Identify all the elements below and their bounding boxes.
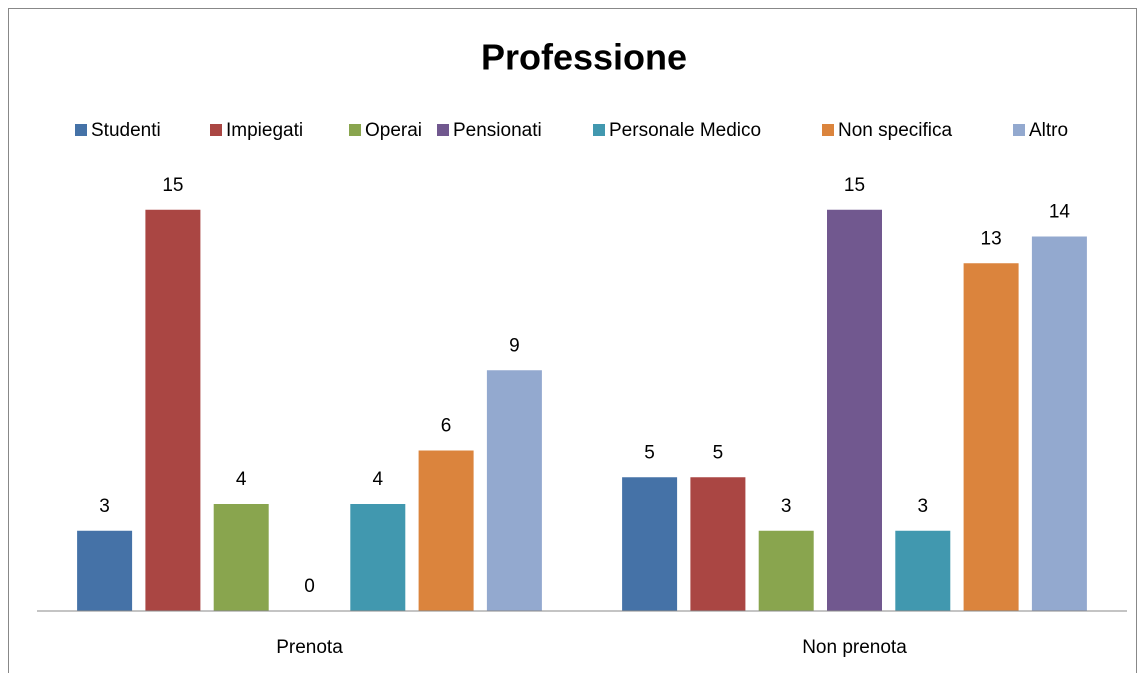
legend-swatch — [75, 124, 87, 136]
bar — [1031, 236, 1087, 611]
bar — [895, 530, 951, 611]
legend-swatch — [593, 124, 605, 136]
data-label: 4 — [236, 469, 247, 490]
legend-label: Non specifica — [838, 120, 952, 141]
data-label: 4 — [373, 469, 384, 490]
legend-label: Personale Medico — [609, 120, 761, 141]
chart-title: Professione — [481, 37, 687, 78]
bar — [213, 504, 269, 611]
legend-swatch — [349, 124, 361, 136]
data-label: 13 — [981, 228, 1002, 249]
bar — [827, 209, 882, 611]
data-label: 15 — [162, 175, 183, 196]
legend-swatch — [1013, 124, 1025, 136]
data-label: 6 — [441, 416, 452, 437]
data-label: 3 — [99, 496, 110, 517]
bar — [77, 530, 133, 611]
bar — [486, 370, 542, 611]
legend-swatch — [437, 124, 449, 136]
legend-label: Studenti — [91, 120, 161, 141]
bar — [622, 477, 678, 611]
bar — [690, 477, 746, 611]
bar — [758, 530, 814, 611]
data-label: 3 — [918, 496, 929, 517]
data-label: 3 — [781, 496, 792, 517]
data-label: 5 — [644, 442, 655, 463]
x-tick-label: Prenota — [276, 637, 343, 658]
data-label: 15 — [844, 175, 865, 196]
data-label: 0 — [304, 576, 315, 597]
bar — [418, 450, 474, 611]
bar — [350, 504, 406, 611]
data-label: 5 — [713, 442, 724, 463]
legend-label: Operai — [365, 120, 422, 141]
bar — [145, 209, 201, 611]
legend-label: Impiegati — [226, 120, 303, 141]
bar — [963, 263, 1019, 611]
legend-label: Pensionati — [453, 120, 542, 141]
data-label: 9 — [509, 335, 520, 356]
data-label: 14 — [1049, 202, 1071, 223]
x-tick-label: Non prenota — [802, 637, 907, 658]
legend-label: Altro — [1029, 120, 1068, 141]
legend-swatch — [210, 124, 222, 136]
legend-swatch — [822, 124, 834, 136]
